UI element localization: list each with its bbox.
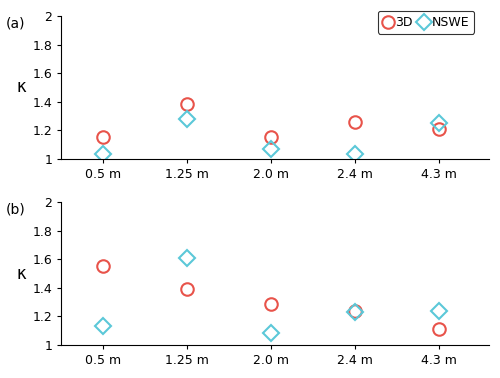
3D xyxy=(268,135,274,139)
Legend: 3D, NSWE: 3D, NSWE xyxy=(378,11,474,34)
NSWE xyxy=(184,116,190,121)
NSWE xyxy=(436,121,442,125)
3D xyxy=(436,126,442,131)
Text: (b): (b) xyxy=(6,202,25,216)
3D xyxy=(352,308,358,313)
3D xyxy=(436,327,442,332)
Line: 3D: 3D xyxy=(97,260,445,335)
3D xyxy=(184,102,190,107)
3D xyxy=(100,264,106,269)
Line: 3D: 3D xyxy=(97,98,445,144)
NSWE xyxy=(352,310,358,314)
3D xyxy=(184,287,190,291)
NSWE xyxy=(268,331,274,336)
NSWE xyxy=(436,308,442,313)
Line: NSWE: NSWE xyxy=(98,113,444,160)
NSWE xyxy=(184,256,190,260)
Line: NSWE: NSWE xyxy=(98,253,444,339)
Text: (a): (a) xyxy=(6,16,25,30)
NSWE xyxy=(268,146,274,151)
3D xyxy=(100,135,106,139)
Y-axis label: κ: κ xyxy=(16,78,26,96)
3D xyxy=(268,301,274,306)
Y-axis label: κ: κ xyxy=(16,265,26,283)
3D xyxy=(352,119,358,124)
NSWE xyxy=(352,152,358,156)
NSWE xyxy=(100,324,106,328)
NSWE xyxy=(100,152,106,156)
